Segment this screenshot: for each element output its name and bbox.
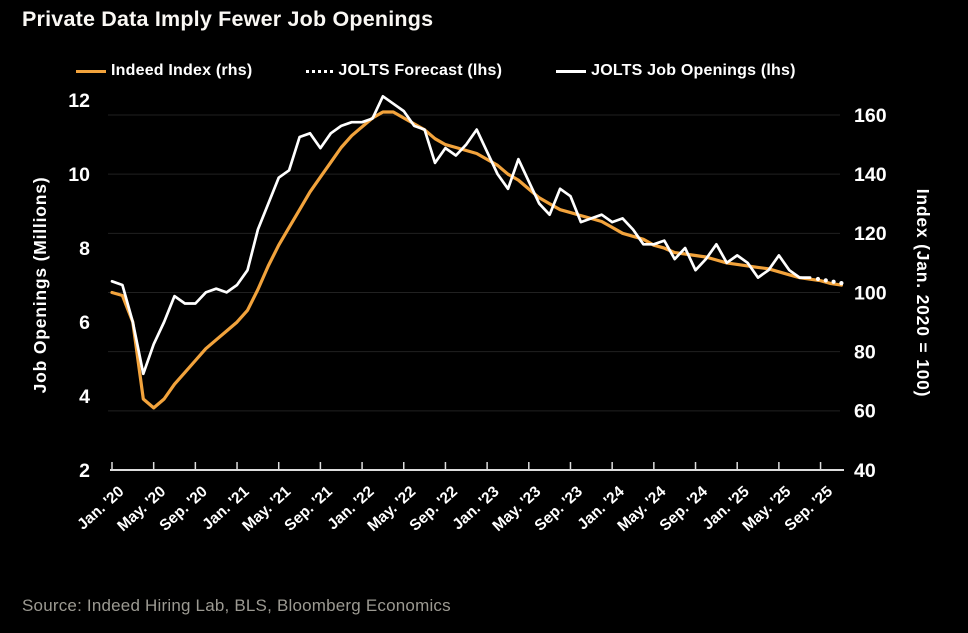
legend-label-jolts-forecast: JOLTS Forecast (lhs) [338, 62, 503, 79]
y-right-tick-label: 120 [854, 223, 887, 245]
source-note: Source: Indeed Hiring Lab, BLS, Bloomber… [22, 596, 451, 615]
chart-legend: Indeed Index (rhs) JOLTS Forecast (lhs) … [76, 62, 796, 80]
series-line-jolts-job-openings-lhs- [110, 94, 812, 376]
legend-item-jolts-forecast: JOLTS Forecast (lhs) [306, 62, 502, 80]
y-right-tick-label: 100 [854, 282, 887, 304]
y-left-tick-label: 12 [68, 90, 90, 112]
y-right-tick-label: 60 [854, 401, 876, 423]
left-axis-title: Job Openings (Millions) [30, 177, 50, 394]
y-right-tick-label: 160 [854, 105, 887, 127]
white-line-swatch-icon [556, 69, 587, 73]
forecast-dot [815, 276, 821, 282]
y-left-tick-label: 10 [68, 164, 90, 186]
right-axis-title: Index (Jan. 2020 = 100) [913, 189, 933, 398]
x-tick-label: Sep. '24 [657, 483, 712, 535]
series-line-indeed-index-rhs- [110, 110, 844, 410]
y-left-tick-label: 6 [79, 312, 90, 334]
legend-item-indeed-index: Indeed Index (rhs) [76, 62, 252, 80]
y-left-tick-label: 2 [79, 460, 90, 482]
y-left-tick-label: 8 [79, 238, 90, 260]
y-left-tick-label: 4 [79, 386, 90, 408]
chart-title: Private Data Imply Fewer Job Openings [22, 7, 434, 31]
legend-label-indeed-index: Indeed Index (rhs) [111, 62, 253, 79]
y-right-tick-label: 140 [854, 164, 887, 186]
x-tick-label: Sep. '25 [782, 483, 837, 535]
y-right-tick-label: 80 [854, 341, 876, 363]
orange-line-swatch-icon [76, 69, 106, 73]
y-right-tick-label: 40 [854, 460, 876, 482]
forecast-dot [839, 281, 844, 286]
forecast-dot [823, 278, 828, 283]
forecast-dot [831, 279, 836, 284]
dotted-line-swatch-icon [306, 69, 334, 73]
x-tick-label: Sep. '21 [281, 483, 336, 535]
legend-label-jolts-openings: JOLTS Job Openings (lhs) [591, 62, 796, 79]
x-tick-label: Sep. '23 [532, 483, 587, 535]
legend-item-jolts-openings: JOLTS Job Openings (lhs) [556, 62, 796, 80]
